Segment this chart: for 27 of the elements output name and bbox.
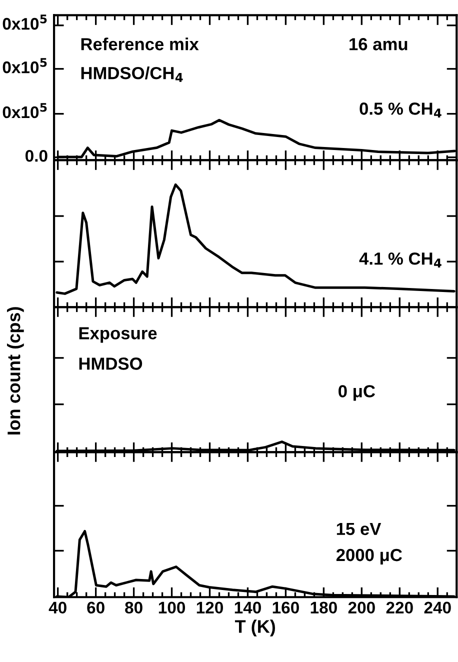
annotation: 2000 μC: [336, 548, 402, 565]
text: 0x10$^{5}$: [2, 58, 47, 74]
annotation: 4.1 % CH$_{4}$: [359, 252, 442, 268]
text: 0.0: [25, 150, 48, 162]
text: Exposure: [79, 327, 157, 343]
x-tick-label: 60: [87, 602, 104, 614]
x-tick-label: 80: [125, 602, 142, 614]
x-tick-label: 140: [234, 602, 261, 614]
x-tick-label: 100: [158, 602, 185, 614]
x-tick-label: 40: [48, 602, 66, 614]
text: 0 μC: [338, 385, 376, 401]
x-tick-label: 120: [196, 602, 223, 614]
x-tick-label: 240: [424, 602, 451, 614]
x-tick-label: 180: [310, 602, 337, 614]
text: HMDSO/CH$_{4}$: [81, 66, 183, 82]
x-tick-label: 200: [348, 602, 375, 614]
text: HMDSO: [79, 358, 142, 370]
x-axis-title: T (K): [234, 620, 275, 636]
text: 16 amu: [350, 38, 408, 50]
x-tick-label: 160: [272, 602, 299, 614]
text: 0.5 % CH$_{4}$: [360, 102, 442, 118]
x-tick-label: 220: [386, 602, 413, 614]
text: 0x10$^{5}$: [2, 14, 47, 30]
text: Reference mix: [81, 38, 199, 50]
y-axis-title: Ion count (cps): [7, 307, 24, 434]
annotation: 15 eV: [336, 522, 382, 536]
text: 0x10$^{5}$: [2, 103, 47, 118]
